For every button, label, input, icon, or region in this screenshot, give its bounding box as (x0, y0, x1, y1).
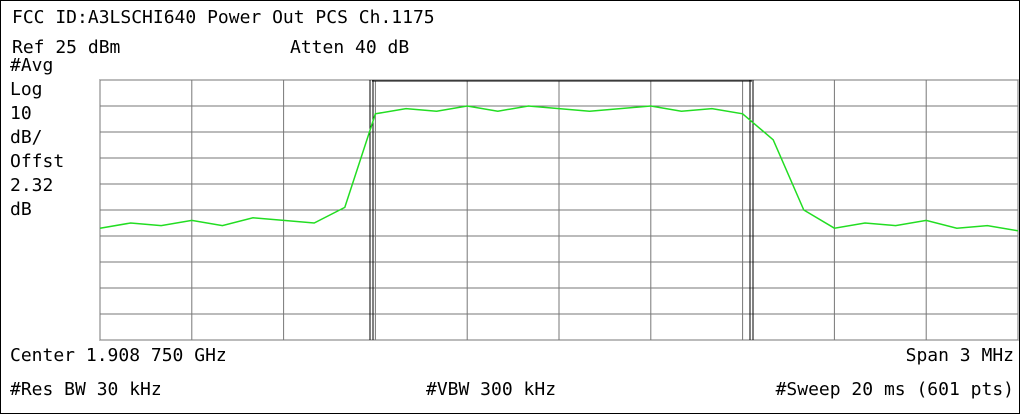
span: Span 3 MHz (906, 345, 1014, 366)
trace (99, 105, 1019, 232)
title: FCC ID:A3LSCHI640 Power Out PCS Ch.1175 (12, 7, 435, 28)
left-divider (0, 78, 1, 79)
vbw: #VBW 300 kHz (426, 379, 556, 400)
side-label: 2.32 (10, 175, 53, 196)
sweep: #Sweep 20 ms (601 pts) (776, 379, 1014, 400)
side-label: Log (10, 79, 43, 100)
ref-level: Ref 25 dBm (12, 37, 120, 58)
attenuation: Atten 40 dB (290, 37, 409, 58)
side-labels: #Avg Log 10 dB/Offst 2.32 dB (10, 55, 64, 220)
side-label: dB/ (10, 127, 43, 148)
res-bw: #Res BW 30 kHz (10, 379, 162, 400)
side-label: #Avg (10, 55, 53, 76)
center-freq: Center 1.908 750 GHz (10, 345, 227, 366)
side-label: 10 (10, 103, 32, 124)
side-label: Offst (10, 151, 64, 172)
side-label: dB (10, 199, 32, 220)
